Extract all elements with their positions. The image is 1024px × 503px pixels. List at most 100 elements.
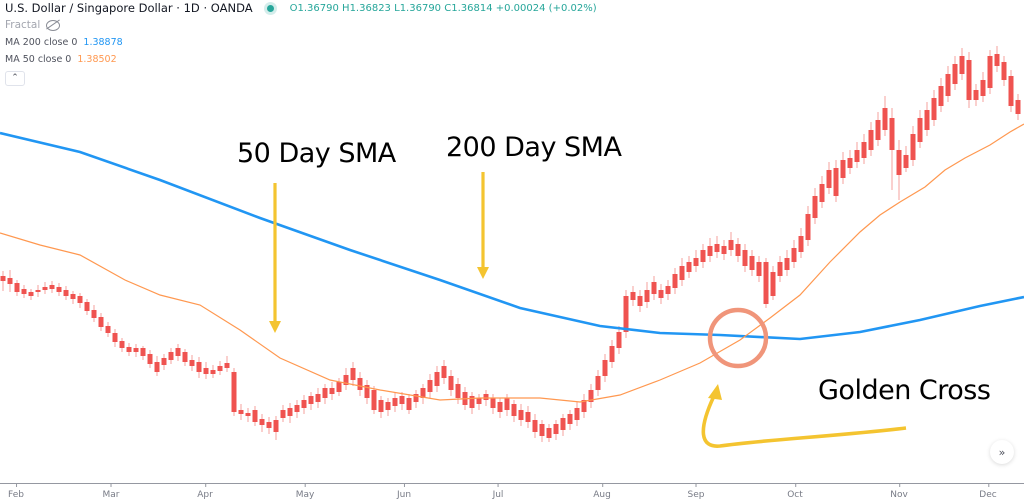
- candle: [868, 130, 874, 150]
- candle: [609, 346, 615, 362]
- candle: [154, 362, 160, 372]
- scroll-to-realtime-button[interactable]: »: [990, 440, 1014, 464]
- candle: [581, 400, 587, 412]
- candle: [651, 282, 657, 294]
- candle: [56, 287, 62, 292]
- candle: [441, 366, 447, 378]
- candle: [14, 283, 20, 292]
- ma200-label: MA 200 close 0: [5, 37, 78, 48]
- candle: [77, 296, 83, 303]
- x-tick-dec: Dec: [979, 483, 997, 500]
- candle: [644, 290, 650, 302]
- candle: [168, 352, 174, 360]
- x-tick-nov: Nov: [890, 483, 908, 500]
- ma50-line: [0, 123, 1024, 403]
- candle: [161, 358, 167, 365]
- candle: [91, 310, 97, 318]
- candle: [973, 90, 979, 100]
- x-tick-aug: Aug: [593, 483, 611, 500]
- candle: [483, 394, 489, 400]
- candle: [210, 370, 216, 374]
- low-value: 1.36790: [399, 3, 442, 14]
- ohlc-values: O1.36790 H1.36823 L1.36790 C1.36814 +0.0…: [290, 0, 597, 17]
- eye-hidden-icon[interactable]: [46, 20, 61, 31]
- fractal-label: Fractal: [5, 19, 41, 31]
- indicator-ma50[interactable]: MA 50 close 0 1.38502: [5, 51, 597, 68]
- candle: [301, 400, 307, 408]
- candle: [35, 290, 41, 292]
- close-value: 1.36814: [451, 3, 493, 14]
- change-value: +0.00024 (+0.02%): [495, 3, 597, 14]
- candle: [714, 244, 720, 252]
- candle: [392, 398, 398, 406]
- candle: [406, 398, 412, 410]
- arrow-50sma-icon: [269, 183, 281, 333]
- candle: [840, 160, 846, 178]
- candle: [546, 428, 552, 438]
- price-chart[interactable]: [0, 0, 1024, 483]
- candle: [679, 266, 685, 280]
- candle: [602, 360, 608, 376]
- candle: [497, 402, 503, 412]
- candle: [994, 54, 1000, 66]
- candle: [147, 354, 153, 364]
- candle: [966, 60, 972, 100]
- candle: [329, 388, 335, 394]
- ma200-value: 1.38878: [83, 37, 123, 48]
- candle: [259, 419, 265, 425]
- candle: [1015, 100, 1021, 114]
- candle: [238, 410, 244, 414]
- candle: [889, 118, 895, 150]
- candle: [504, 398, 510, 410]
- collapse-legend-button[interactable]: ⌃: [5, 71, 25, 86]
- candle: [182, 352, 188, 362]
- candle: [203, 368, 209, 374]
- candle: [756, 262, 762, 276]
- candle: [364, 385, 370, 398]
- high-label: H: [342, 3, 350, 14]
- candle: [931, 98, 937, 120]
- golden-cross-circle: [707, 307, 769, 369]
- candle: [903, 155, 909, 168]
- candle: [861, 142, 867, 158]
- open-label: O: [289, 3, 298, 14]
- candle: [336, 382, 342, 392]
- candle: [378, 400, 384, 412]
- candle: [42, 287, 48, 290]
- market-status-icon: [266, 5, 274, 12]
- candle: [735, 244, 741, 256]
- candle: [287, 408, 293, 416]
- candle: [791, 248, 797, 262]
- candle: [553, 424, 559, 434]
- indicator-ma200[interactable]: MA 200 close 0 1.38878: [5, 34, 597, 51]
- candle: [245, 413, 251, 416]
- candle: [357, 378, 363, 390]
- candle: [749, 256, 755, 270]
- candle: [847, 158, 853, 168]
- indicator-fractal[interactable]: Fractal: [5, 17, 597, 34]
- candle: [672, 274, 678, 288]
- chart-legend: U.S. Dollar / Singapore Dollar · 1D · OA…: [5, 0, 597, 86]
- candle: [511, 404, 517, 416]
- candle: [224, 363, 230, 368]
- candle: [721, 246, 727, 254]
- candle: [595, 376, 601, 390]
- time-axis[interactable]: Feb Mar Apr May Jun Jul Aug Sep Oct Nov Dec: [0, 483, 1024, 503]
- candle: [567, 414, 573, 424]
- candle: [686, 262, 692, 272]
- sma50-annotation: 50 Day SMA: [237, 138, 396, 169]
- x-tick-mar: Mar: [103, 483, 119, 500]
- candle: [693, 258, 699, 266]
- candle: [777, 262, 783, 276]
- candle: [763, 262, 769, 304]
- candle: [658, 290, 664, 298]
- candle: [1008, 76, 1014, 106]
- candle: [574, 408, 580, 420]
- candle: [63, 290, 69, 296]
- low-label: L: [394, 3, 400, 14]
- candle: [280, 410, 286, 418]
- candle: [924, 110, 930, 130]
- candle: [630, 292, 636, 300]
- symbol-title[interactable]: U.S. Dollar / Singapore Dollar · 1D · OA…: [5, 1, 253, 15]
- candle: [896, 150, 902, 175]
